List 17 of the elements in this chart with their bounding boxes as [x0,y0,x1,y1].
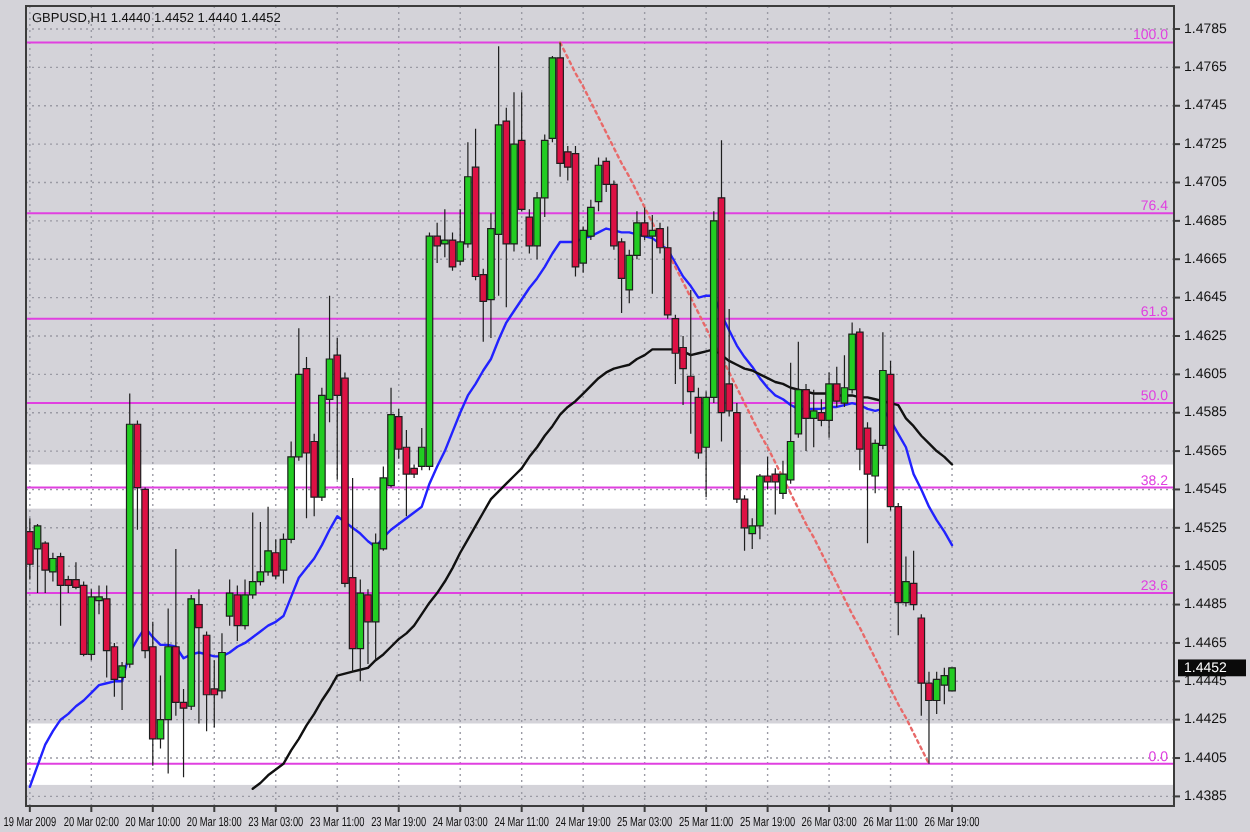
candlestick [909,550,918,611]
candlestick [556,41,564,178]
line-series [28,227,954,789]
line-series [558,41,931,765]
candlestick [425,231,434,471]
candlestick [809,389,818,448]
candlestick [87,588,96,661]
candlestick [264,506,272,577]
candlestick [56,552,65,627]
candlestick [233,584,242,642]
candlestick [717,139,726,443]
candlestick [33,523,42,594]
line-series [251,348,954,790]
candlestick [195,588,203,725]
candlestick [648,214,657,295]
candlestick [571,145,580,278]
candlestick [825,371,833,439]
